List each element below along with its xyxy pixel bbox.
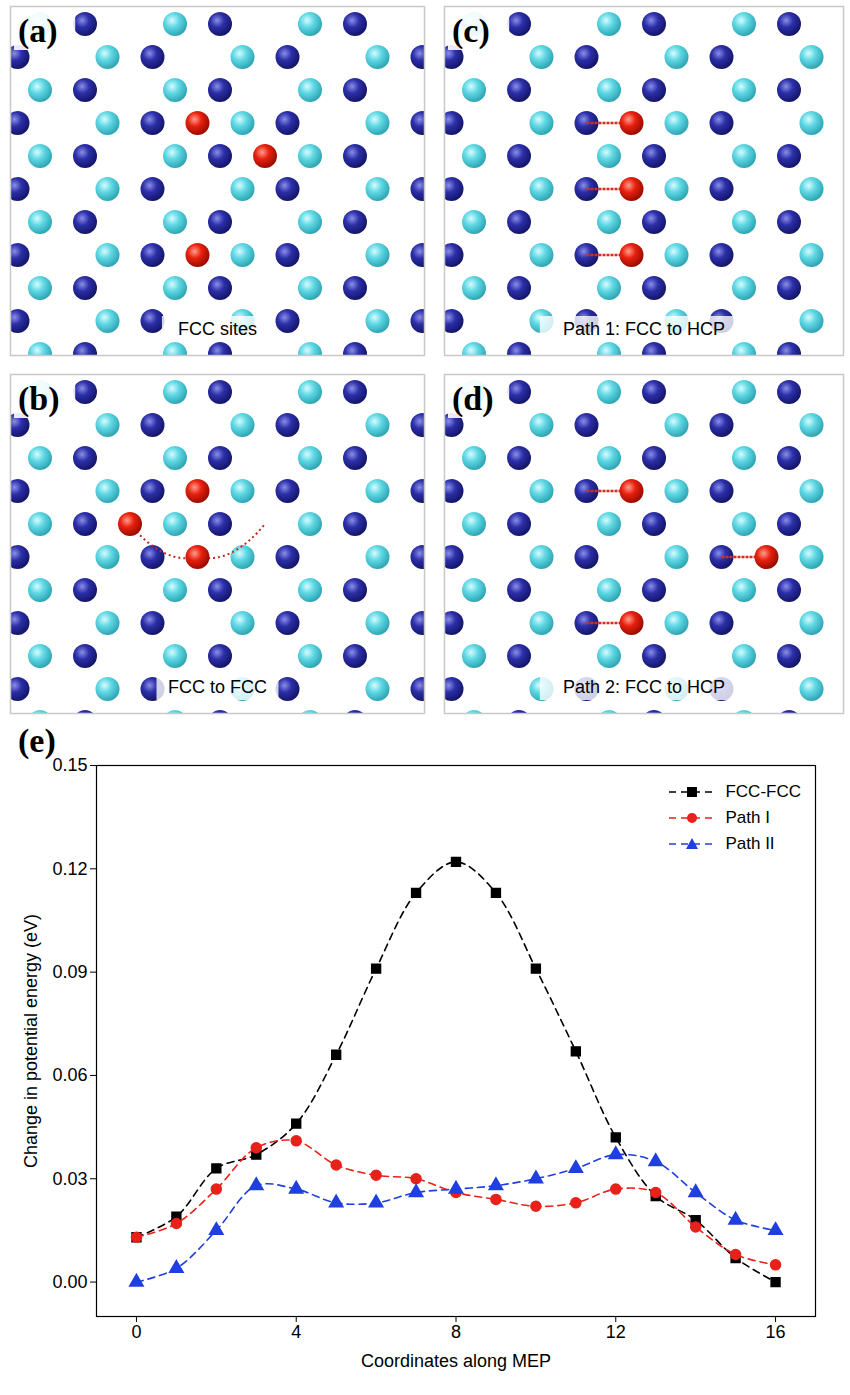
svg-text:FCC sites: FCC sites xyxy=(178,319,257,339)
svg-text:0: 0 xyxy=(131,1322,141,1342)
svg-text:16: 16 xyxy=(766,1322,786,1342)
html-text:Path I: Path I xyxy=(725,808,770,827)
svg-text:12: 12 xyxy=(606,1322,626,1342)
svg-text:(c): (c) xyxy=(452,12,490,50)
svg-text:Path 1: FCC to HCP: Path 1: FCC to HCP xyxy=(563,319,725,339)
html-text:Path II: Path II xyxy=(725,834,775,853)
svg-text:0.15: 0.15 xyxy=(52,755,87,775)
html-text:FCC-FCC: FCC-FCC xyxy=(725,782,801,801)
svg-text:Change in potential energy (eV: Change in potential energy (eV) xyxy=(21,914,41,1168)
svg-text:8: 8 xyxy=(451,1322,461,1342)
svg-text:(a): (a) xyxy=(18,12,58,50)
svg-text:4: 4 xyxy=(291,1322,301,1342)
html-text:(e): (e) xyxy=(18,722,56,759)
svg-text:0.00: 0.00 xyxy=(52,1272,87,1292)
svg-text:FCC to FCC: FCC to FCC xyxy=(168,677,267,697)
svg-text:0.06: 0.06 xyxy=(52,1065,87,1085)
svg-text:(b): (b) xyxy=(18,380,60,418)
svg-text:(d): (d) xyxy=(452,380,494,418)
svg-text:Path 2: FCC to HCP: Path 2: FCC to HCP xyxy=(563,677,725,697)
svg-text:Coordinates along MEP: Coordinates along MEP xyxy=(361,1351,551,1371)
svg-text:0.09: 0.09 xyxy=(52,962,87,982)
svg-text:0.12: 0.12 xyxy=(52,859,87,879)
svg-text:0.03: 0.03 xyxy=(52,1169,87,1189)
